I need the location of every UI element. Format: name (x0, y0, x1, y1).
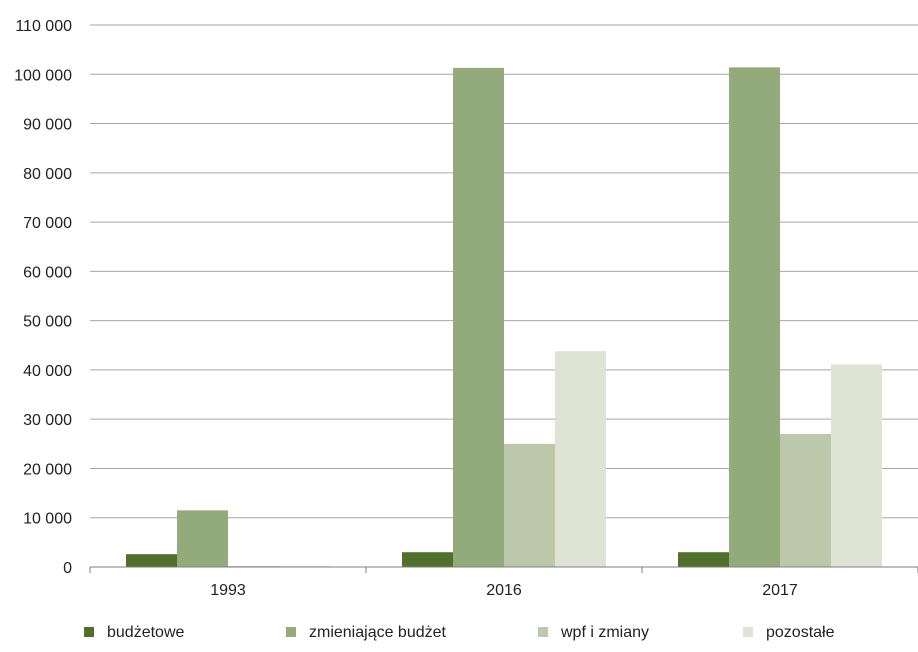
y-tick-label: 80 000 (23, 166, 72, 183)
legend-swatch (84, 627, 94, 637)
bar-wpf-i-zmiany-2016 (504, 443, 555, 567)
y-tick-label: 30 000 (23, 412, 72, 429)
bars (126, 67, 882, 567)
legend: budżetowe zmieniające budżet wpf i zmiany p… (84, 624, 835, 641)
bar-zmieniające-budżet-1993 (177, 510, 228, 567)
y-tick-label: 10 000 (23, 511, 72, 528)
bar-zmieniające-budżet-2017 (729, 67, 780, 567)
bar-budżetowe-2017 (678, 552, 729, 567)
legend-swatch (286, 627, 296, 637)
bar-budżetowe-1993 (126, 554, 177, 567)
legend-label: pozostałe (766, 624, 835, 641)
y-tick-label: 110 000 (15, 18, 72, 35)
y-tick-label: 40 000 (23, 363, 72, 380)
legend-label: budżetowe (107, 624, 184, 641)
y-axis-ticks: 0 10 000 20 000 30 000 40 000 50 000 60 000 70 … (14, 18, 72, 577)
bar-zmieniające-budżet-2016 (453, 67, 504, 567)
y-tick-label: 20 000 (23, 461, 72, 478)
x-tick-label: 1993 (210, 582, 246, 599)
x-axis-ticks: 1993 2016 2017 (89, 567, 918, 599)
y-tick-label: 90 000 (23, 117, 72, 134)
x-tick-label: 2017 (762, 582, 798, 599)
bar-wpf-i-zmiany-2017 (780, 433, 831, 567)
legend-swatch (538, 627, 548, 637)
y-tick-label: 70 000 (23, 215, 72, 232)
x-tick-label: 2016 (486, 582, 522, 599)
bar-pozostałe-2017 (831, 364, 882, 567)
legend-label: zmieniające budżet (309, 624, 447, 641)
legend-label: wpf i zmiany (560, 624, 649, 641)
y-tick-label: 60 000 (23, 264, 72, 281)
legend-swatch (743, 627, 753, 637)
bar-budżetowe-2016 (402, 552, 453, 567)
bar-pozostałe-2016 (555, 351, 606, 567)
y-tick-label: 0 (63, 560, 72, 577)
y-tick-label: 100 000 (14, 67, 72, 84)
y-tick-label: 50 000 (23, 314, 72, 331)
